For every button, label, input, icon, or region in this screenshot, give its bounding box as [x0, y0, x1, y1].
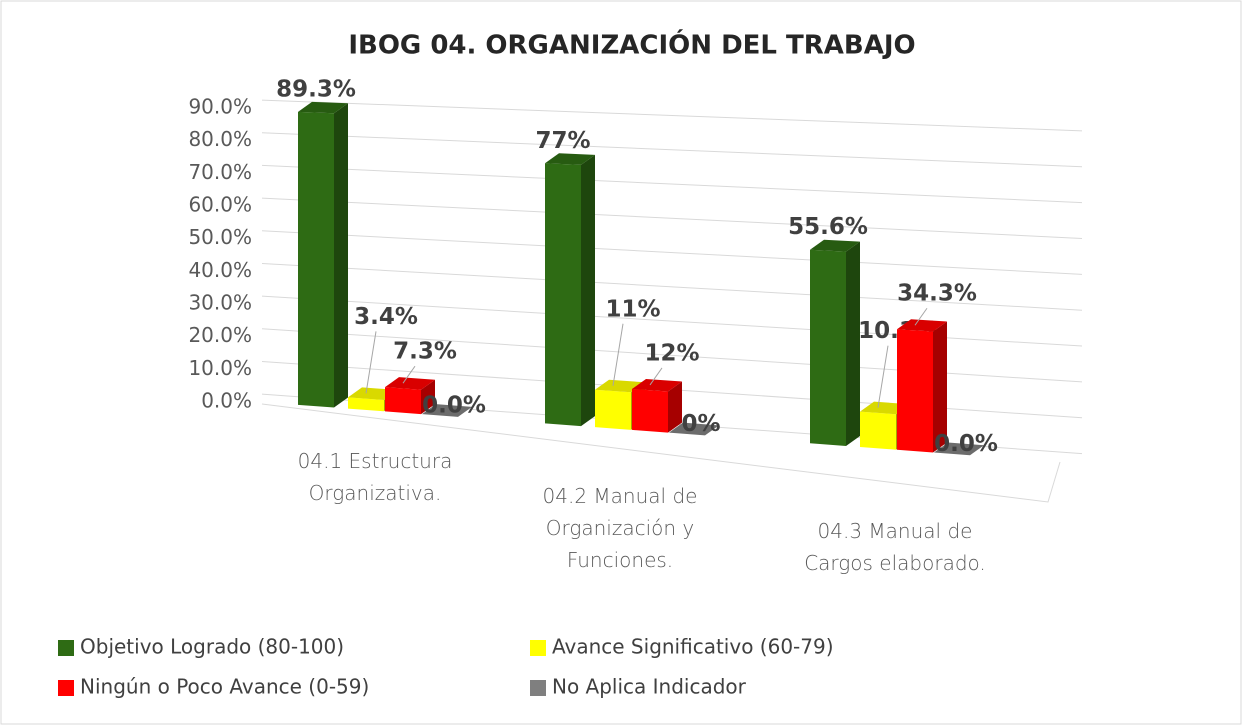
data-label: 77% — [535, 128, 590, 154]
legend-swatch — [58, 680, 74, 696]
bar — [385, 387, 421, 415]
legend-swatch — [58, 640, 74, 656]
bar — [545, 163, 581, 427]
data-label: 0.0% — [934, 431, 998, 457]
bar-side — [668, 381, 682, 433]
legend-label: Ningún o Poco Avance (0-59) — [80, 675, 369, 699]
y-tick-label: 0.0% — [201, 389, 252, 413]
y-tick-label: 40.0% — [188, 258, 252, 282]
legend-label: Avance Significativo (60-79) — [552, 635, 834, 659]
bar-top — [422, 404, 472, 417]
bar — [595, 389, 631, 430]
y-tick-label: 80.0% — [188, 127, 252, 151]
y-tick-label: 10.0% — [188, 356, 252, 380]
bar-top — [545, 153, 595, 165]
bar-top — [669, 422, 719, 436]
y-tick-label: 90.0% — [188, 95, 252, 119]
leader-line — [877, 345, 889, 408]
floor-edge — [261, 403, 1061, 503]
data-label: 3.4% — [354, 304, 418, 330]
bar — [348, 397, 384, 412]
bar — [810, 249, 846, 446]
data-label: 11% — [605, 296, 660, 322]
y-tick-label: 70.0% — [188, 160, 252, 184]
bar-side — [421, 379, 435, 415]
bar-top — [934, 442, 984, 456]
legend-label: No Aplica Indicador — [552, 675, 747, 699]
bar-side — [334, 103, 348, 408]
bar-top — [897, 319, 947, 332]
bar — [632, 388, 668, 433]
leader-line — [365, 331, 377, 394]
bar-top — [298, 101, 348, 114]
bar-top — [810, 239, 860, 252]
legend-label: Objetivo Logrado (80-100) — [80, 635, 344, 659]
bar — [860, 411, 896, 450]
leader-line — [612, 323, 624, 386]
chart-title: IBOG 04. ORGANIZACIÓN DEL TRABAJO — [348, 29, 915, 61]
x-tick-label: 04.2 Manual de Organización y Funciones. — [542, 484, 698, 572]
bar — [897, 329, 933, 453]
data-label: 7.3% — [393, 339, 457, 365]
grid-line — [261, 164, 1083, 204]
grid-line — [261, 197, 1083, 239]
y-tick-label: 20.0% — [188, 323, 252, 347]
x-tick-label: 04.3 Manual de Cargos elaborado. — [804, 519, 986, 575]
bar-side — [846, 241, 860, 446]
data-label: 0% — [681, 411, 720, 437]
grid-line — [261, 262, 1083, 311]
y-tick-label: 50.0% — [188, 225, 252, 249]
x-tick-label: 04.1 Estructura Organizativa. — [297, 449, 453, 505]
data-label: 12% — [644, 340, 699, 366]
leader-line — [914, 307, 928, 326]
bar-top — [385, 377, 435, 390]
bar-top — [632, 378, 682, 392]
grid-line — [261, 132, 1083, 168]
grid-line — [261, 99, 1083, 132]
bar-side — [933, 321, 947, 453]
y-tick-label: 60.0% — [188, 193, 252, 217]
legend-swatch — [530, 640, 546, 656]
grid-line — [261, 230, 1083, 275]
leader-line — [402, 365, 416, 384]
data-label: 0.0% — [422, 393, 486, 419]
data-label: 89.3% — [276, 76, 356, 102]
leader-line — [649, 367, 663, 386]
bar — [298, 111, 334, 408]
data-label: 55.6% — [788, 214, 868, 240]
y-tick-label: 30.0% — [188, 291, 252, 315]
data-label: 34.3% — [897, 281, 977, 307]
bar-side — [581, 154, 595, 427]
legend-swatch — [530, 680, 546, 696]
